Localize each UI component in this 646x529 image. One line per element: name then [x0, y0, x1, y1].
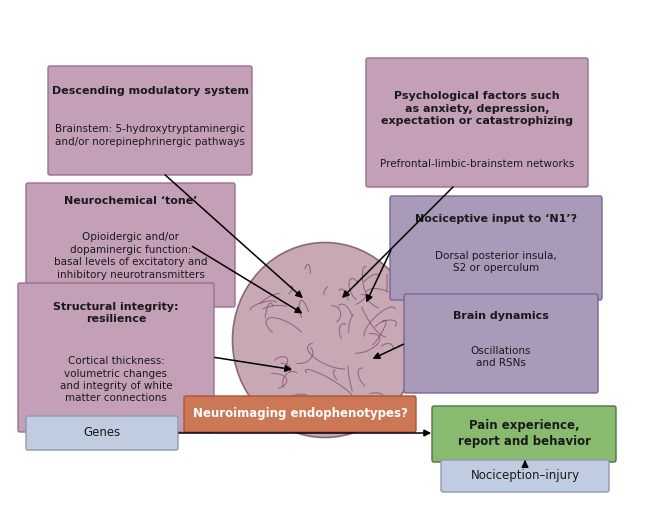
FancyBboxPatch shape [26, 416, 178, 450]
Text: Nociception–injury: Nociception–injury [470, 470, 579, 482]
FancyBboxPatch shape [366, 58, 588, 187]
Text: Psychological factors such
as anxiety, depression,
expectation or catastrophizin: Psychological factors such as anxiety, d… [381, 91, 573, 126]
Text: Brain dynamics: Brain dynamics [453, 312, 549, 321]
FancyBboxPatch shape [48, 66, 252, 175]
Text: Oscillations
and RSNs: Oscillations and RSNs [471, 346, 531, 368]
Text: Neuroimaging endophenotypes?: Neuroimaging endophenotypes? [193, 407, 408, 421]
Text: Dorsal posterior insula,
S2 or operculum: Dorsal posterior insula, S2 or operculum [435, 251, 557, 273]
FancyBboxPatch shape [18, 283, 214, 432]
FancyBboxPatch shape [184, 396, 416, 432]
Text: Structural integrity:
resilience: Structural integrity: resilience [53, 302, 179, 324]
FancyBboxPatch shape [26, 183, 235, 307]
Text: Opioidergic and/or
dopaminergic function:
basal levels of excitatory and
inhibit: Opioidergic and/or dopaminergic function… [54, 232, 207, 279]
FancyBboxPatch shape [390, 196, 602, 300]
Text: Pain experience,
report and behavior: Pain experience, report and behavior [457, 419, 590, 449]
FancyBboxPatch shape [404, 294, 598, 393]
FancyBboxPatch shape [432, 406, 616, 462]
Text: Genes: Genes [83, 426, 121, 440]
Ellipse shape [233, 242, 417, 437]
Text: Cortical thickness:
volumetric changes
and integrity of white
matter connections: Cortical thickness: volumetric changes a… [59, 356, 172, 404]
Text: Prefrontal-limbic-brainstem networks: Prefrontal-limbic-brainstem networks [380, 159, 574, 169]
Text: Descending modulatory system: Descending modulatory system [52, 86, 249, 96]
FancyBboxPatch shape [441, 460, 609, 492]
Text: Nociceptive input to ‘N1’?: Nociceptive input to ‘N1’? [415, 214, 577, 224]
Text: Medscape: Medscape [8, 13, 94, 29]
Text: Brainstem: 5-hydroxytryptaminergic
and/or norepinephrinergic pathways: Brainstem: 5-hydroxytryptaminergic and/o… [55, 124, 245, 147]
Text: Neurochemical ‘tone’: Neurochemical ‘tone’ [64, 196, 197, 206]
Text: Source: Nat Rev Neurol © 2011 Nature Publishing Group: Source: Nat Rev Neurol © 2011 Nature Pub… [350, 509, 627, 519]
